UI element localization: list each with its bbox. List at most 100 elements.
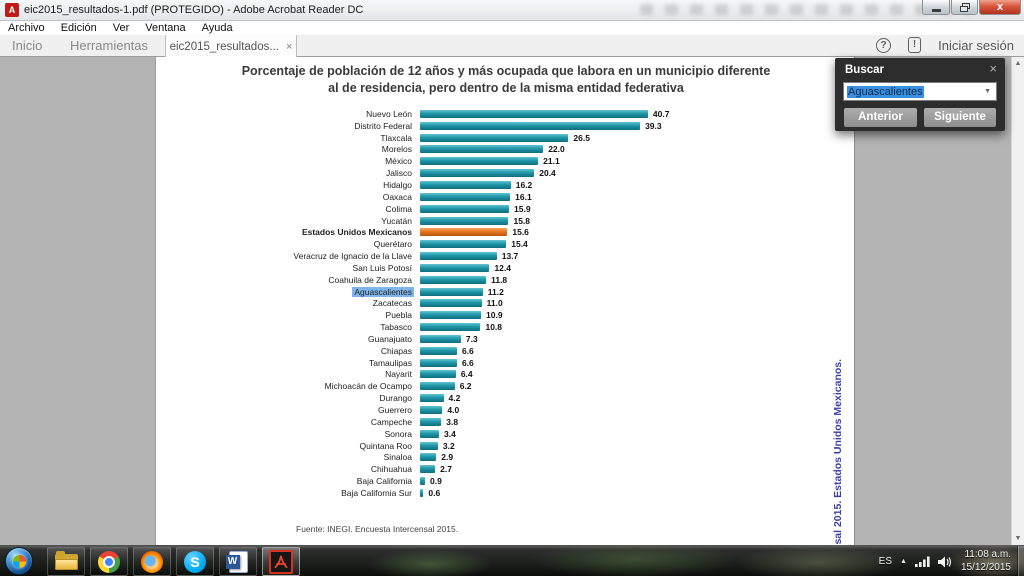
chart-row: Zacatecas 11.0 (156, 298, 854, 310)
menu-item-4[interactable]: Ayuda (201, 22, 233, 34)
bar-value: 6.6 (461, 345, 474, 356)
firefox-icon (141, 550, 163, 573)
chart-row: Sinaloa 2.9 (156, 451, 854, 463)
taskbar-firefox-button[interactable] (133, 547, 171, 576)
bar-label: Sinaloa (383, 452, 412, 463)
bar (420, 370, 456, 379)
chart-row: Michoacán de Ocampo 6.2 (156, 380, 854, 392)
chart-row: Hidalgo 16.2 (156, 179, 854, 191)
sign-in-button[interactable]: Iniciar sesión (938, 38, 1014, 53)
bar-label: Quintana Roo (359, 440, 412, 451)
chart-row: Colima 15.9 (156, 203, 854, 215)
chart-row: Durango 4.2 (156, 392, 854, 404)
find-previous-button[interactable]: Anterior (844, 108, 917, 127)
bar-value: 2.7 (440, 464, 452, 475)
bar-label: Puebla (385, 310, 412, 321)
find-input[interactable]: Aguascalientes ▼ (843, 82, 997, 101)
menu-item-3[interactable]: Ventana (145, 22, 186, 34)
bar (420, 465, 436, 474)
find-input-selected-text: Aguascalientes (847, 85, 924, 98)
bar-value: 3.8 (446, 416, 459, 427)
bar-value: 3.4 (444, 428, 456, 439)
clock-date: 15/12/2015 (960, 561, 1011, 573)
bar-label: Guerrero (377, 405, 412, 416)
minimize-button[interactable] (922, 0, 950, 15)
taskbar-skype-button[interactable]: S (176, 547, 214, 576)
tab-inicio[interactable]: Inicio (12, 38, 43, 53)
bar-label: México (385, 156, 412, 167)
bar-value: 26.5 (573, 132, 590, 143)
taskbar-clock[interactable]: 11:08 a.m. 15/12/2015 (961, 549, 1011, 574)
bar-label: Colima (385, 203, 412, 214)
menu-item-0[interactable]: Archivo (8, 22, 45, 34)
tab-document[interactable]: eic2015_resultados... × (165, 35, 297, 58)
bar (420, 311, 482, 320)
restore-icon (959, 2, 970, 12)
chart-row: Baja California Sur 0.6 (156, 487, 854, 499)
help-icon[interactable]: ? (876, 38, 891, 53)
bar-label: Durango (379, 393, 412, 404)
chart-row: Guanajuato 7.3 (156, 333, 854, 345)
find-panel: Buscar × Aguascalientes ▼ Anterior Sigui… (835, 58, 1005, 131)
volume-icon[interactable] (937, 556, 953, 568)
find-dropdown-icon[interactable]: ▼ (984, 88, 991, 95)
bar (420, 287, 483, 296)
bar-label: Veracruz de Ignacio de la Llave (293, 251, 412, 262)
bar (420, 382, 455, 391)
bar (420, 145, 544, 154)
chart-row: Coahuila de Zaragoza 11.8 (156, 274, 854, 286)
scroll-down-icon[interactable]: ▼ (1014, 535, 1022, 542)
notification-icon[interactable]: ! (908, 37, 921, 53)
bar-label: Yucatán (381, 215, 412, 226)
chart-row: Guerrero 4.0 (156, 404, 854, 416)
bar-value: 11.0 (486, 298, 503, 309)
taskbar-explorer-button[interactable] (47, 547, 85, 576)
chart-row: Estados Unidos Mexicanos 15.6 (156, 226, 854, 238)
bar-value: 15.9 (514, 203, 531, 214)
taskbar-acrobat-button[interactable] (262, 547, 300, 576)
taskbar-chrome-button[interactable] (90, 547, 128, 576)
bar (420, 453, 437, 462)
menu-item-2[interactable]: Ver (112, 22, 130, 34)
bar (420, 192, 511, 201)
window-titlebar: A eic2015_resultados-1.pdf (PROTEGIDO) -… (0, 0, 1024, 21)
show-desktop-button[interactable] (1017, 546, 1024, 576)
vertical-scrollbar[interactable]: ▲ ▼ (1011, 57, 1024, 545)
network-icon[interactable] (914, 556, 930, 567)
scroll-up-icon[interactable]: ▲ (1014, 60, 1022, 67)
chart-row: Puebla 10.9 (156, 309, 854, 321)
chart-row: Querétaro 15.4 (156, 238, 854, 250)
chart-row: Chihuahua 2.7 (156, 463, 854, 475)
close-button[interactable]: x (979, 0, 1021, 15)
chart-row: Yucatán 15.8 (156, 215, 854, 227)
bar (420, 180, 511, 189)
language-indicator[interactable]: ES (878, 556, 892, 567)
taskbar-word-button[interactable]: W (219, 547, 257, 576)
bar-label: Coahuila de Zaragoza (328, 274, 412, 285)
skype-icon: S (184, 550, 206, 573)
tab-close-icon[interactable]: × (285, 40, 293, 53)
start-button[interactable] (5, 547, 33, 575)
menu-item-1[interactable]: Edición (60, 22, 97, 34)
find-close-icon[interactable]: × (989, 61, 997, 76)
hidden-icons-arrow[interactable]: ▲ (900, 558, 907, 565)
chart-row: Chiapas 6.6 (156, 345, 854, 357)
bar-value: 0.6 (428, 487, 441, 498)
restore-button[interactable] (951, 0, 978, 15)
tab-herramientas[interactable]: Herramientas (70, 38, 149, 53)
bar-label: Guanajuato (368, 333, 412, 344)
find-next-button[interactable]: Siguiente (924, 108, 996, 127)
chart-row: San Luis Potosí 12.4 (156, 262, 854, 274)
bar (420, 477, 426, 486)
chart-row: Veracruz de Ignacio de la Llave 13.7 (156, 250, 854, 262)
chart-row: Nuevo León 40.7 (156, 108, 854, 120)
chart-title: Porcentaje de población de 12 años y más… (216, 63, 796, 97)
tab-bar: Inicio Herramientas eic2015_resultados..… (0, 35, 1024, 58)
bar-label: Jalisco (386, 168, 412, 179)
bar-value: 2.9 (441, 452, 454, 463)
bar-label: Tabasco (380, 322, 412, 333)
acrobat-reader-icon (269, 549, 293, 574)
bar-label: Baja California Sur (341, 487, 412, 498)
chart-row: Nayarit 6.4 (156, 369, 854, 381)
